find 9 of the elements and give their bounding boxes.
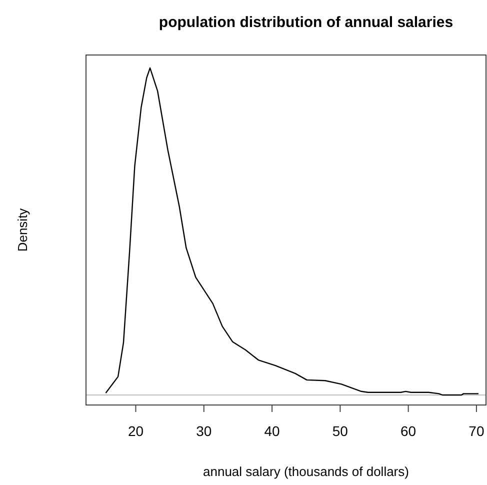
chart-title: population distribution of annual salaries xyxy=(158,14,454,31)
x-axis-title: annual salary (thousands of dollars) xyxy=(203,464,409,479)
x-tick-label: 60 xyxy=(400,423,416,439)
x-tick-label: 50 xyxy=(332,423,348,439)
x-tick-label: 20 xyxy=(128,423,144,439)
x-tick-label: 70 xyxy=(468,423,484,439)
x-tick-label: 40 xyxy=(264,423,280,439)
x-tick-label: 30 xyxy=(196,423,212,439)
y-axis-title: Density xyxy=(15,208,30,252)
